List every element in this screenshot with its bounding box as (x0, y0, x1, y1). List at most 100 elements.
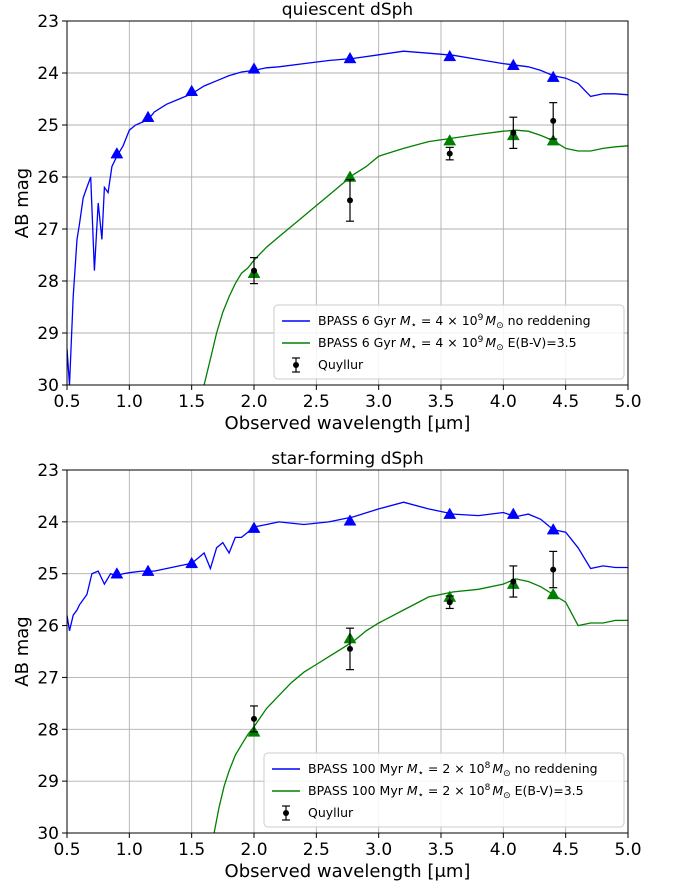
legend-label: BPASS 6 Gyr M⋆ = 4 × 109 M⊙ E(B-V)=3.5 (318, 335, 577, 353)
errorbar-point (549, 102, 558, 140)
plot-area (67, 49, 628, 385)
legend-entry: Quyllur (282, 805, 354, 821)
legend-entry: BPASS 6 Gyr M⋆ = 4 × 109 M⊙ no reddening (282, 313, 591, 331)
x-tick-label: 4.0 (490, 840, 517, 860)
series-line (203, 129, 628, 385)
y-tick-label: 23 (37, 461, 59, 481)
legend-entry: BPASS 6 Gyr M⋆ = 4 × 109 M⊙ E(B-V)=3.5 (282, 335, 577, 353)
legend: BPASS 6 Gyr M⋆ = 4 × 109 M⊙ no reddening B… (273, 304, 625, 380)
errorbar-point (509, 565, 518, 598)
y-tick-label: 27 (37, 668, 59, 688)
triangle-point (546, 70, 560, 82)
legend-entry: Quyllur (292, 357, 364, 373)
data-point (446, 599, 453, 606)
x-tick-label: 4.0 (490, 392, 517, 412)
x-tick-label: 5.0 (614, 392, 641, 412)
triangle-point (343, 51, 357, 64)
y-tick-label: 30 (37, 376, 59, 396)
legend-label: Quyllur (308, 805, 354, 820)
legend-entry: BPASS 100 Myr M⋆ = 2 × 108 M⊙ E(B-V)=3.5 (272, 783, 584, 801)
data-point (550, 566, 557, 573)
y-axis-label: AB mag (12, 616, 33, 686)
triangle-point (185, 84, 199, 96)
x-tick-label: 0.5 (53, 840, 80, 860)
panel-star-forming-dsph: 0.5 1.0 1.5 2.0 2.5 3.0 3.5 4.0 4.5 5.0 23 24 25 26 27… (12, 449, 642, 882)
triangle-point (443, 134, 457, 146)
data-point (446, 150, 453, 157)
axes-frame (66, 469, 629, 834)
y-tick-label: 28 (37, 272, 59, 292)
x-tick-label: 1.0 (116, 392, 143, 412)
x-tick-label: 3.0 (365, 392, 392, 412)
panel-quiescent-dsph: 0.5 1.0 1.5 2.0 2.5 3.0 3.5 4.0 4.5 5.0 23 24 25 26 27… (12, 0, 642, 434)
chart-title: star-forming dSph (271, 449, 423, 469)
triangle-point (110, 147, 124, 159)
y-tick-label: 29 (37, 772, 59, 792)
x-tick-label: 3.0 (365, 840, 392, 860)
triangle-point (506, 58, 520, 70)
triangle-point (506, 507, 520, 519)
triangle-point (141, 564, 155, 576)
y-tick-label: 27 (37, 220, 59, 240)
data-point (550, 117, 557, 124)
triangle-point (546, 523, 560, 535)
errorbar-point (549, 550, 558, 589)
legend-box (263, 752, 625, 828)
x-tick-label: 2.0 (240, 392, 267, 412)
y-tick-label: 28 (37, 720, 59, 740)
chart-title: quiescent dSph (282, 0, 413, 20)
x-tick-label: 3.5 (427, 392, 454, 412)
y-tick-label: 29 (37, 324, 59, 344)
triangle-point (343, 514, 357, 526)
y-tick-label: 26 (37, 168, 59, 188)
data-point (346, 645, 353, 652)
errorbar-point (345, 627, 354, 671)
x-tick-label: 2.5 (303, 392, 330, 412)
errorbar-point (250, 705, 258, 733)
x-tick-label: 1.5 (178, 392, 205, 412)
data-point (510, 129, 517, 136)
y-tick-label: 23 (37, 12, 59, 32)
data-point (251, 267, 257, 274)
x-tick-label: 2.0 (240, 840, 267, 860)
triangle-point (247, 62, 261, 74)
legend-label: BPASS 100 Myr M⋆ = 2 × 108 M⊙ E(B-V)=3.5 (308, 783, 584, 801)
x-tick-label: 1.5 (178, 840, 205, 860)
axes-frame (66, 20, 629, 386)
errorbar-point (509, 116, 518, 149)
legend-label: BPASS 100 Myr M⋆ = 2 × 108 M⊙ no reddenin… (308, 761, 598, 779)
y-tick-label: 30 (37, 824, 59, 844)
triangle-point (185, 556, 199, 569)
errorbar-point (445, 595, 454, 610)
series-line (67, 501, 628, 631)
x-axis-label: Observed wavelength [μm] (225, 413, 471, 434)
legend-label: Quyllur (318, 357, 364, 372)
x-tick-label: 4.5 (552, 840, 579, 860)
y-tick-label: 24 (37, 513, 59, 533)
data-point (251, 715, 257, 722)
x-tick-label: 3.5 (427, 840, 454, 860)
triangle-point (247, 521, 261, 533)
data-point (346, 197, 353, 204)
triangle-point (141, 110, 155, 122)
x-tick-label: 4.5 (552, 392, 579, 412)
legend-marker (283, 810, 289, 816)
x-tick-label: 1.0 (116, 840, 143, 860)
series-line (213, 578, 628, 833)
triangle-point (443, 507, 457, 519)
y-axis-label: AB mag (12, 168, 33, 238)
legend-box (273, 304, 625, 380)
data-point (510, 578, 517, 585)
legend-entry: BPASS 100 Myr M⋆ = 2 × 108 M⊙ no reddenin… (272, 761, 598, 779)
y-tick-label: 24 (37, 64, 59, 84)
plot-area (67, 501, 628, 833)
x-axis-label: Observed wavelength [μm] (225, 861, 471, 882)
triangle-point (443, 49, 457, 62)
x-tick-label: 0.5 (53, 392, 80, 412)
series-line (67, 50, 628, 385)
y-tick-label: 26 (37, 617, 59, 637)
triangle-point (110, 567, 124, 579)
legend-marker (293, 362, 299, 368)
x-tick-label: 5.0 (614, 840, 641, 860)
